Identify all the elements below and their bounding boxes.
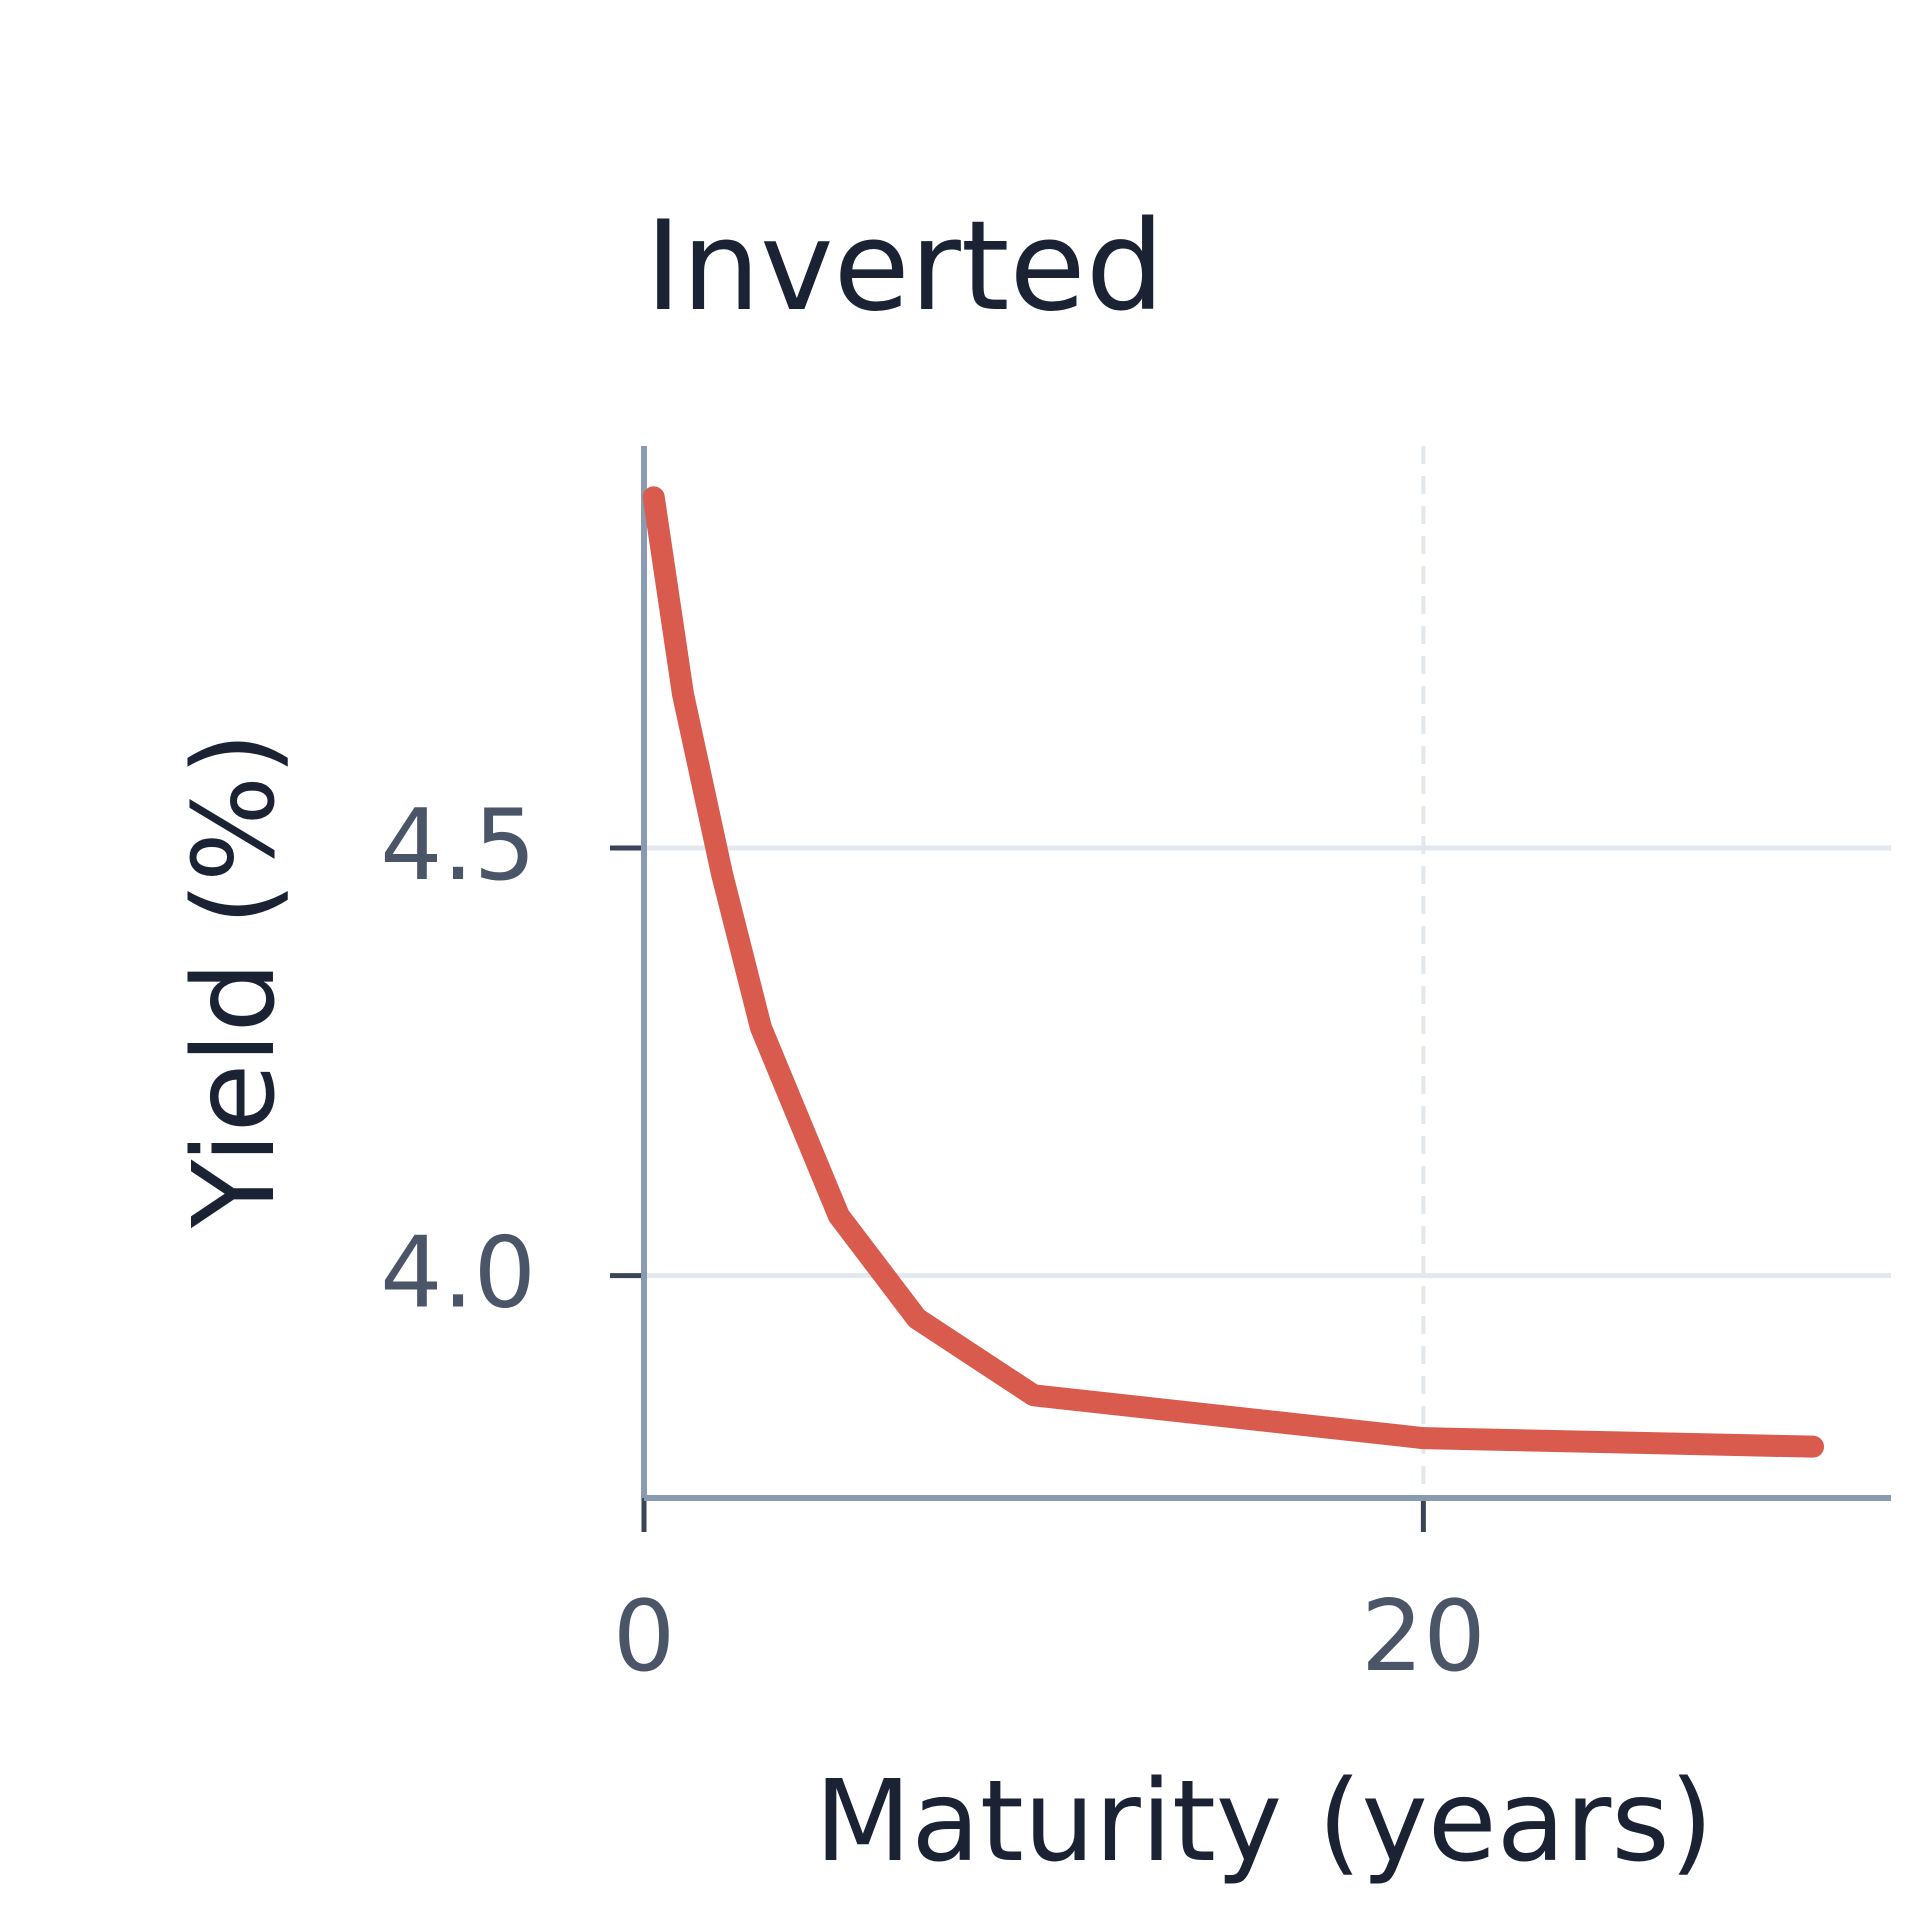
y-tick-label: 4.0 [380, 1216, 536, 1330]
y-axis-label: Yield (%) [170, 732, 300, 1229]
x-axis-label: Maturity (years) [815, 1757, 1714, 1887]
chart-title: Inverted [645, 195, 1164, 339]
y-tick-label: 4.5 [380, 789, 536, 903]
x-tick-label: 0 [613, 1580, 675, 1694]
line [642, 486, 1825, 1458]
x-tick-label: 20 [1361, 1580, 1486, 1694]
